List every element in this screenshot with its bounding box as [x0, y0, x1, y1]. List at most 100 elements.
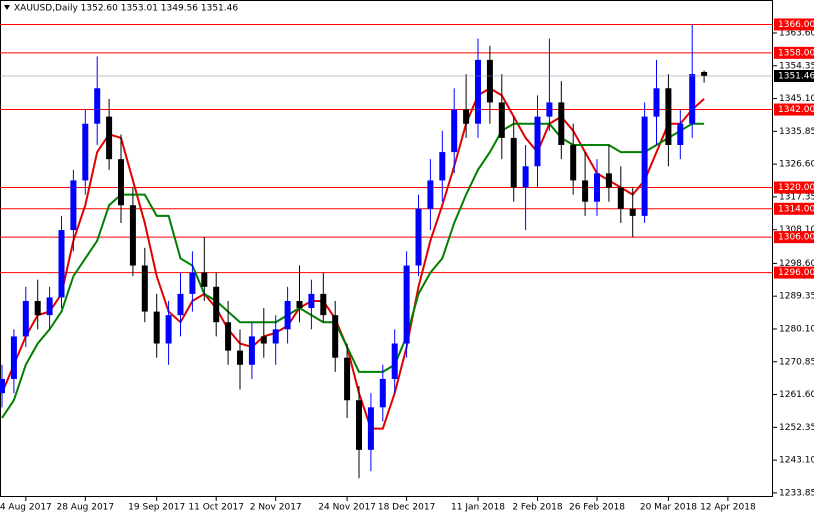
candle-body [272, 329, 279, 344]
candle-body [665, 88, 672, 145]
level-label: 1366.00 [778, 20, 814, 30]
candle-body [129, 205, 136, 266]
candle-body [165, 315, 172, 344]
candle-body [70, 180, 77, 231]
candle-body [558, 102, 565, 145]
candle-body [153, 311, 160, 344]
candle-body [332, 315, 339, 358]
candle-body [534, 116, 541, 167]
candle-body [284, 300, 291, 330]
x-tick-label: 19 Sep 2017 [128, 503, 185, 513]
candle-body [486, 59, 493, 103]
level-label: 1358.00 [778, 48, 814, 58]
candle-body [629, 208, 636, 216]
candle-body [106, 116, 113, 160]
level-box [774, 46, 814, 59]
candle-body [320, 293, 327, 316]
y-tick-label: 1252.35 [779, 423, 814, 433]
candle-body [403, 265, 410, 344]
y-tick-label: 1261.60 [779, 390, 814, 400]
candle-body [391, 343, 398, 379]
price-box [774, 70, 814, 83]
x-tick-label: 20 Mar 2018 [640, 503, 697, 513]
x-tick-label: 11 Oct 2017 [188, 503, 244, 513]
candle-body [546, 102, 553, 117]
plot-frame [0, 0, 773, 497]
candle-body [58, 230, 65, 298]
candle-body [367, 407, 374, 450]
y-tick-label: 1280.10 [779, 324, 814, 334]
candle-body [308, 293, 315, 309]
level-label: 1342.00 [778, 105, 814, 115]
chart-title: XAUUSD,Daily 1352.60 1353.01 1349.56 135… [14, 4, 238, 14]
candle-body [415, 208, 422, 266]
candle-body [522, 166, 529, 188]
candle-body [22, 300, 29, 337]
level-box [774, 266, 814, 279]
candle-body [641, 116, 648, 216]
y-tick-label: 1354.35 [779, 61, 814, 71]
menu-arrow [4, 5, 10, 10]
candle-body [10, 336, 17, 379]
y-tick-label: 1289.35 [779, 292, 814, 302]
x-tick-label: 2 Feb 2018 [512, 503, 563, 513]
candle-body [570, 144, 577, 181]
candle-body [677, 123, 684, 145]
candle-body [118, 159, 124, 206]
level-box [774, 103, 814, 116]
level-box [774, 202, 814, 215]
indicator-line [1, 87, 705, 430]
candle-body [141, 265, 148, 312]
candle-body [237, 350, 243, 365]
candle-body [248, 336, 255, 365]
candle-body [296, 300, 303, 309]
candle-body [82, 123, 89, 181]
y-tick-label: 1233.85 [779, 488, 814, 498]
x-tick-label: 11 Jan 2018 [451, 503, 505, 513]
candle-body [510, 137, 517, 188]
x-tick-label: 28 Aug 2017 [56, 503, 114, 513]
level-label: 1314.00 [778, 204, 814, 214]
candle-body [201, 272, 208, 287]
y-tick-label: 1326.60 [779, 160, 814, 170]
candle-body [582, 180, 589, 202]
candle-body [344, 357, 351, 401]
level-box [774, 231, 814, 244]
price-label: 1351.46 [778, 72, 814, 82]
y-tick-label: 1335.85 [779, 127, 814, 137]
x-tick-label: 12 Apr 2018 [700, 503, 756, 513]
candle-body [177, 293, 184, 316]
candle-body [0, 378, 5, 394]
candle-body [427, 180, 434, 209]
candle-body [439, 152, 446, 181]
candle-body [379, 378, 386, 408]
candle-body [594, 173, 600, 202]
y-tick-label: 1298.60 [779, 259, 814, 269]
candle-body [213, 286, 220, 323]
y-tick-label: 1308.10 [779, 225, 814, 235]
y-tick-label: 1243.10 [779, 456, 814, 466]
candle-body [260, 336, 267, 344]
y-tick-label: 1317.35 [779, 192, 814, 202]
candle-body [605, 173, 612, 188]
candle-body [653, 88, 660, 117]
candle-body [356, 400, 362, 450]
candle-body [617, 187, 624, 209]
y-tick-label: 1345.10 [779, 94, 814, 104]
candle-body [46, 297, 53, 316]
candle-body [225, 322, 232, 351]
level-label: 1296.00 [778, 268, 814, 278]
level-box [774, 18, 814, 31]
level-box [774, 181, 814, 194]
x-tick-label: 26 Feb 2018 [569, 503, 625, 513]
y-tick-label: 1270.85 [779, 357, 814, 367]
candle-body [689, 74, 696, 124]
candle-body [94, 88, 101, 124]
y-tick-label: 1363.60 [779, 28, 814, 38]
candle-body [498, 102, 505, 138]
level-label: 1320.00 [778, 183, 814, 193]
candle-body [189, 272, 196, 294]
level-label: 1306.00 [778, 233, 814, 243]
